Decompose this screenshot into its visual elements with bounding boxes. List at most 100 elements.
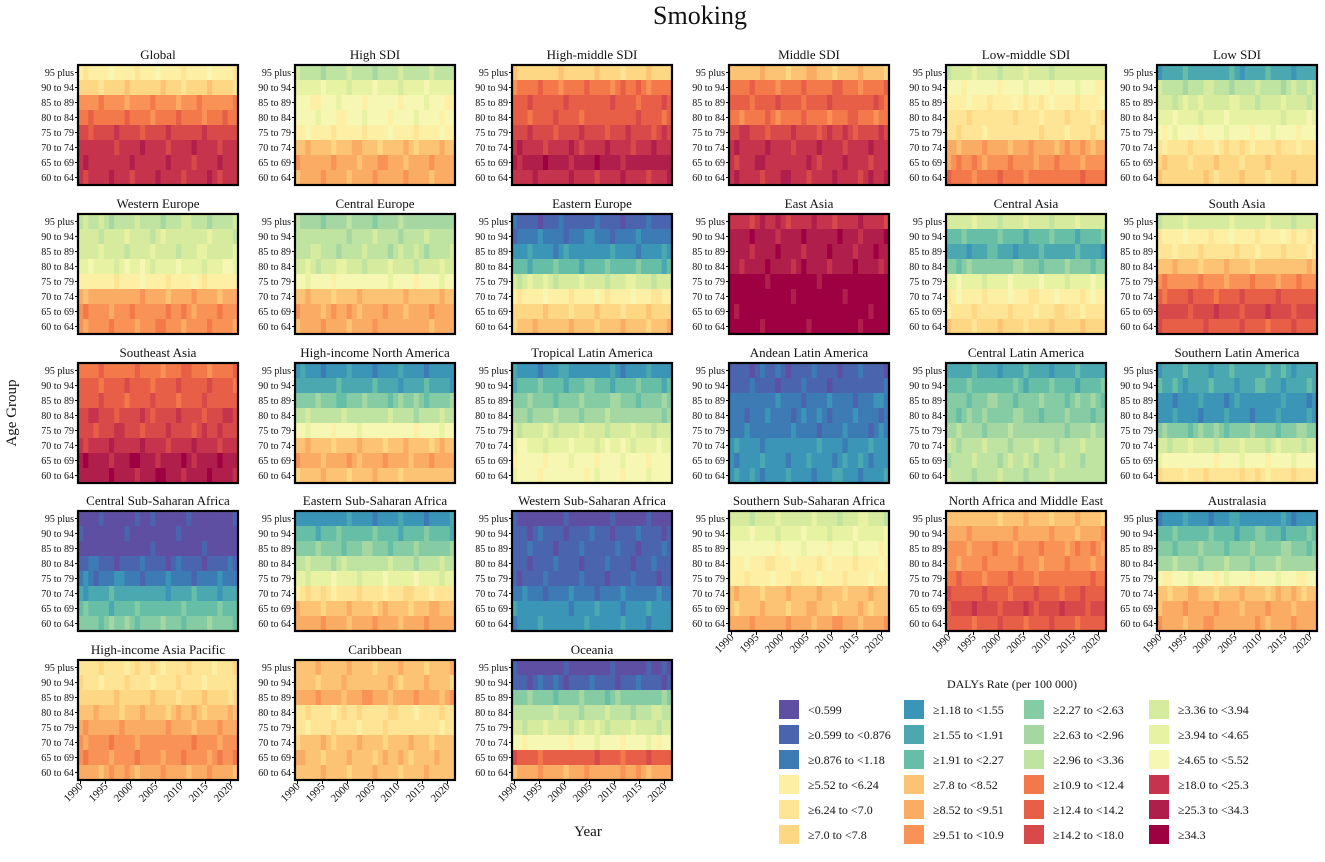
heatmap-cell (129, 408, 136, 424)
heatmap-cell (873, 378, 880, 394)
heatmap-cell (858, 229, 864, 245)
heatmap-cell (398, 140, 404, 156)
heatmap-cell (971, 304, 978, 320)
y-tick-label: 65 to 69 (692, 456, 725, 467)
heatmap-cell (1049, 289, 1055, 305)
heatmap-cell (1311, 274, 1318, 290)
heatmap-cell (1296, 319, 1303, 335)
heatmap-cell (1007, 229, 1014, 245)
heatmap-cell (93, 363, 100, 379)
heatmap-cell (811, 319, 818, 335)
heatmap-cell (150, 65, 157, 81)
heatmap-cell (620, 155, 627, 171)
heatmap-cell (620, 423, 627, 439)
heatmap-cell (398, 468, 404, 484)
heatmap-cell (599, 259, 606, 275)
heatmap-cell (108, 541, 115, 557)
heatmap-cell (232, 289, 239, 305)
heatmap-cell (98, 259, 105, 275)
heatmap-cell (1054, 110, 1061, 126)
panel-title: Central Latin America (968, 345, 1084, 360)
heatmap-cell (630, 408, 637, 424)
heatmap-cell (785, 80, 792, 96)
heatmap-cell (1167, 259, 1174, 275)
heatmap-cell (1229, 453, 1236, 469)
heatmap-cell (563, 155, 570, 171)
heatmap-cell (129, 170, 136, 186)
heatmap-cell (114, 125, 120, 141)
heatmap-cell (739, 65, 746, 81)
heatmap-cell (413, 274, 420, 290)
heatmap-cell (749, 170, 756, 186)
heatmap-cell (599, 110, 606, 126)
heatmap-cell (382, 363, 389, 379)
heatmap-cell (439, 110, 446, 126)
heatmap-cell (222, 363, 229, 379)
heatmap-cell (961, 80, 968, 96)
heatmap-cell (1208, 378, 1215, 394)
heatmap-cell (372, 65, 379, 81)
heatmap-cell (382, 393, 389, 409)
heatmap-cell (579, 438, 585, 454)
heatmap-cell (537, 155, 544, 171)
heatmap-cell (449, 408, 456, 424)
heatmap-cell (170, 526, 177, 542)
heatmap-cell (1224, 319, 1230, 335)
heatmap-cell (336, 408, 343, 424)
heatmap-cell (542, 304, 549, 320)
heatmap-cell (1286, 453, 1292, 469)
heatmap-cell (971, 259, 978, 275)
heatmap-cell (992, 274, 999, 290)
heatmap-cell (666, 289, 673, 305)
heatmap-cell (1280, 319, 1287, 335)
heatmap-cell (568, 80, 575, 96)
heatmap-cell (976, 363, 983, 379)
heatmap-cell (98, 244, 105, 260)
heatmap-cell (625, 229, 632, 245)
heatmap-cell (1213, 289, 1220, 305)
heatmap-cell (176, 229, 182, 245)
heatmap-cell (951, 438, 957, 454)
heatmap-cell (527, 155, 534, 171)
heatmap-cell (1033, 125, 1040, 141)
heatmap-cell (1044, 110, 1050, 126)
heatmap-cell (599, 140, 606, 156)
heatmap-cell (1208, 125, 1215, 141)
y-tick-label: 90 to 94 (258, 381, 291, 392)
heatmap-cell (548, 408, 554, 424)
heatmap-cell (584, 125, 591, 141)
heatmap-cell (393, 155, 399, 171)
heatmap-cell (1187, 468, 1194, 484)
heatmap-cell (610, 214, 616, 230)
heatmap-cell (532, 95, 539, 111)
heatmap-cell (1229, 80, 1236, 96)
heatmap-cell (201, 571, 208, 587)
heatmap-cell (517, 468, 523, 484)
heatmap-cell (599, 438, 606, 454)
heatmap-cell (785, 304, 792, 320)
heatmap-cell (1198, 363, 1205, 379)
heatmap-cell (852, 274, 859, 290)
heatmap-cell (1064, 259, 1071, 275)
heatmap-cell (1167, 95, 1174, 111)
heatmap-cell (956, 363, 963, 379)
heatmap-cell (1023, 408, 1030, 424)
heatmap-cells (78, 511, 239, 632)
heatmap-cell (1270, 453, 1277, 469)
heatmap-cell (212, 378, 218, 394)
heatmap-cell (584, 363, 591, 379)
heatmap-cell (1007, 80, 1014, 96)
heatmap-cell (1090, 244, 1097, 260)
heatmap-cell (883, 274, 890, 290)
heatmap-cell (387, 229, 394, 245)
heatmap-cell (666, 95, 673, 111)
heatmap-cell (775, 438, 782, 454)
heatmap-cell (1311, 170, 1318, 186)
heatmap-cell (512, 170, 518, 186)
heatmap-cell (790, 65, 797, 81)
heatmap-cell (729, 289, 735, 305)
heatmap-cell (599, 214, 606, 230)
heatmap-cell (1208, 289, 1215, 305)
